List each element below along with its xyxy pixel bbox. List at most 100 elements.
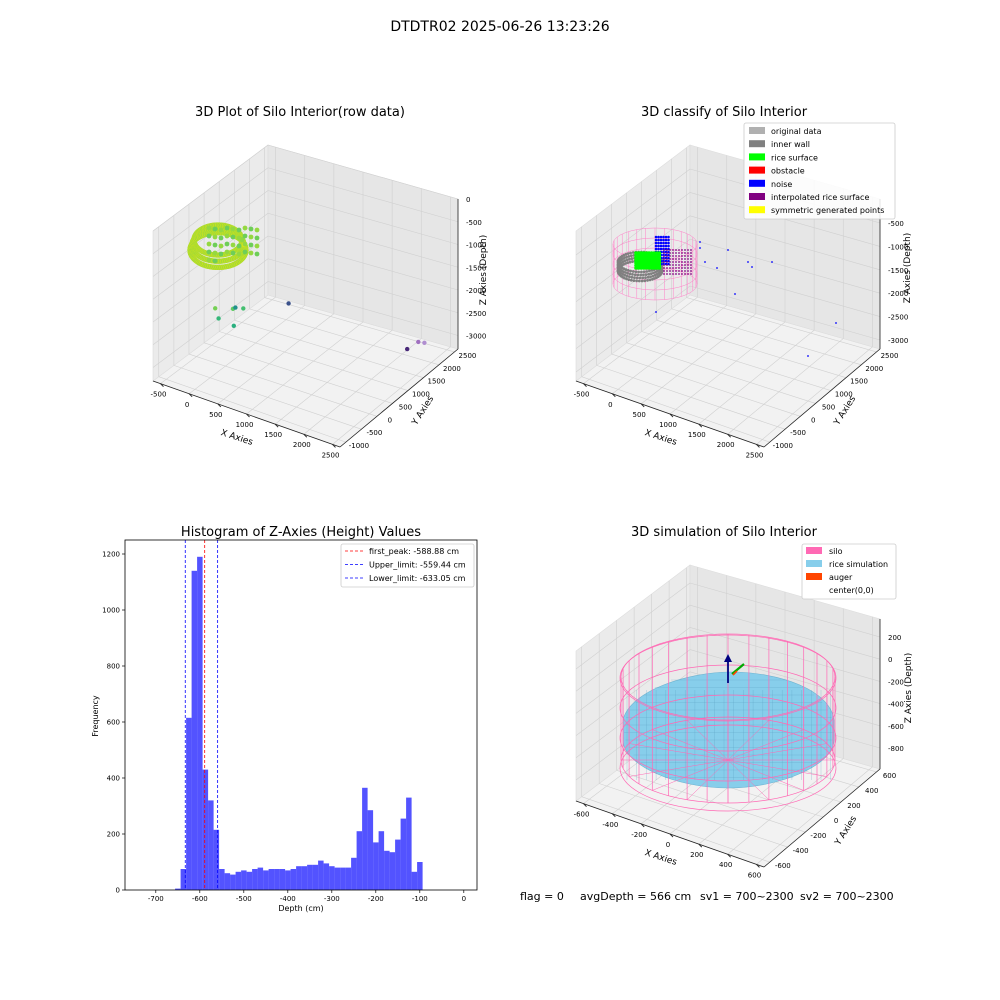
classify-inner-wall-point <box>646 279 649 282</box>
panel4-legend-swatch <box>806 573 822 580</box>
classify-interpolated-point <box>666 261 668 263</box>
panel4-ytick-label: -200 <box>810 832 826 840</box>
raw-point <box>218 251 224 257</box>
histogram-bar <box>213 829 220 890</box>
classify-interpolated-point <box>681 267 683 269</box>
panel1-ygrid <box>188 353 378 417</box>
silo-floor-spoke <box>629 759 729 777</box>
panel4-yaxis <box>763 768 881 868</box>
panel2-ygrid <box>686 297 877 353</box>
silo-floor-spoke <box>652 729 729 761</box>
classify-interpolated-point <box>669 255 671 257</box>
classify-inner-wall-point <box>630 257 634 261</box>
histogram-bar <box>235 871 242 890</box>
panel2-xtick-label: 2000 <box>717 441 735 449</box>
classify-rice-surface-point <box>644 256 649 260</box>
classify-inner-wall-point <box>653 277 656 280</box>
raw-point <box>206 225 212 231</box>
panel-simulation-3d: 3D simulation of Silo Interior -600-400-… <box>574 525 914 879</box>
panel2-ytick-label: 500 <box>822 403 835 411</box>
classify-noise-point <box>667 262 670 266</box>
classify-noise-point <box>654 238 658 242</box>
histogram-bar <box>230 874 236 890</box>
raw-outlier-point <box>416 339 421 345</box>
panel4-ztick-label: -800 <box>888 745 904 753</box>
center-marker-green <box>731 663 745 675</box>
silo-floor-spoke <box>629 743 729 761</box>
classify-noise-point <box>655 311 657 313</box>
histogram-bar <box>301 866 308 890</box>
panel4-zgrid-left <box>575 604 691 692</box>
panel4-xtick-label: -400 <box>602 821 618 829</box>
histogram-xlabel: Depth (cm) <box>278 904 323 913</box>
raw-point <box>230 226 236 232</box>
classify-rice-surface-point <box>644 258 649 263</box>
panel2-ztick-label: -1500 <box>888 267 908 275</box>
panel2-ytick-label: -500 <box>790 429 806 437</box>
classify-rice-surface-point <box>639 256 643 260</box>
histogram-bar <box>356 831 363 890</box>
classify-inner-wall-point <box>633 273 637 277</box>
classify-inner-wall-point <box>660 266 664 269</box>
panel2-zgrid-left <box>575 285 691 373</box>
classify-rice-surface-point <box>647 258 651 263</box>
classify-interpolated-point <box>675 270 677 272</box>
classify-interpolated-point <box>675 252 677 254</box>
classify-interpolated-point <box>681 261 683 263</box>
classify-inner-wall-point <box>628 272 632 276</box>
histogram-bar <box>252 869 258 890</box>
histogram-bar <box>378 831 385 890</box>
classify-interpolated-point <box>666 249 668 251</box>
classify-rice-surface-point <box>636 251 641 255</box>
classify-interpolated-point <box>690 258 692 260</box>
classify-interpolated-point <box>669 249 671 251</box>
classify-interpolated-point <box>669 252 671 254</box>
classify-rice-surface-point <box>657 251 662 255</box>
histogram-bar <box>318 860 324 890</box>
classify-interpolated-point <box>684 249 686 251</box>
panel1-ygrid <box>249 308 440 366</box>
raw-point <box>236 235 242 241</box>
classify-inner-wall-point <box>640 279 644 283</box>
panel2-zgrid <box>689 238 881 294</box>
histogram-xtick-label: -600 <box>192 895 208 903</box>
classify-interpolated-point <box>675 267 677 269</box>
histogram-xtick-label: -400 <box>280 895 296 903</box>
classify-inner-wall-point <box>660 269 664 273</box>
classify-interpolated-point <box>669 261 671 263</box>
classify-inner-wall-point <box>648 269 651 273</box>
classify-interpolated-point <box>663 252 665 254</box>
histogram-bar <box>175 888 181 890</box>
classify-interpolated-point <box>684 270 686 272</box>
histogram-xtick-label: -700 <box>148 895 164 903</box>
classify-inner-wall-point <box>652 271 655 275</box>
classify-interpolated-point <box>687 267 689 269</box>
panel4-zgrid <box>689 582 881 638</box>
classify-inner-wall-point <box>631 270 635 273</box>
classify-interpolated-point <box>684 261 686 263</box>
panel4-ytick-label: 0 <box>834 817 838 825</box>
rice-simulation-surface <box>622 671 835 789</box>
panel1-ygrid <box>173 365 362 430</box>
classify-interpolated-point <box>663 249 665 251</box>
panel2-ytick-label: 0 <box>811 416 815 424</box>
classify-interpolated-point <box>672 258 674 260</box>
panel2-legend-label: interpolated rice surface <box>771 193 869 202</box>
raw-point <box>254 251 260 257</box>
panel2-ytick-label: 2000 <box>865 365 883 373</box>
panel1-zgrid <box>267 167 459 223</box>
auger-marker <box>732 670 738 676</box>
classify-interpolated-point <box>672 267 674 269</box>
silo-floor-spoke <box>652 759 729 791</box>
classify-inner-wall-point <box>654 270 657 274</box>
raw-point <box>242 249 248 255</box>
classify-interpolated-point <box>684 273 686 275</box>
classify-inner-wall-point <box>639 273 643 277</box>
silo-wireframe <box>619 633 837 812</box>
footer-status: flag = 0 avgDepth = 566 cm sv1 = 700~230… <box>520 890 894 903</box>
raw-outlier-point <box>216 316 221 321</box>
classify-interpolated-point <box>663 258 665 260</box>
panel1-xgrid <box>217 313 335 405</box>
panel2-zgrid-left <box>575 262 691 349</box>
panel1-xgrid <box>332 346 451 445</box>
